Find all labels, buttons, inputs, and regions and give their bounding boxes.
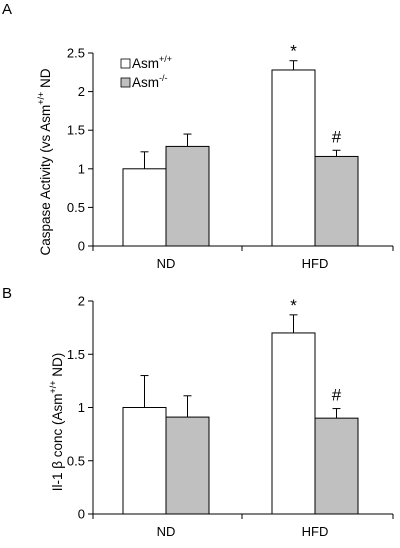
panel-a-x-tick-label: ND [157,256,176,271]
panel-b-significance-mark: * [290,296,297,315]
panel-a-y-axis-label: Caspase Activity (vs Asm+/+ ND [36,68,53,255]
legend-swatch-asm-wt [120,58,131,69]
legend-swatch-asm-ko [120,77,131,88]
panel-b-y-axis-label: Il-1 β conc (Asm+/+ ND) [48,353,65,492]
panel-a-significance-mark: * [290,42,297,61]
panel-a-bar [122,168,167,247]
panel-a-y-tick-label: 2 [78,84,85,99]
panel-b-bar [165,416,210,515]
panel-a-y-tick-label: 1 [78,161,85,176]
panel-b-x-tick-label: HFD [302,524,329,539]
panel-a-bar [314,155,359,247]
legend-label-asm-wt: Asm+/+ [132,54,172,71]
panel-a-y-tick-label: 0 [78,239,85,254]
panel-b-y-tick-label: 2 [78,294,85,309]
panel-b-y-tick-label: 1 [78,400,85,415]
panel-a-chart: A Caspase Activity (vs Asm+/+ ND Asm+/+ … [2,1,394,271]
panel-b-y-tick-label: 0.5 [67,453,85,468]
panel-b-bar [271,332,316,515]
panel-b-y-tick-label: 1.5 [67,347,85,362]
panel-a-y-tick-label: 2.5 [67,46,85,61]
panel-b-significance-mark: # [332,386,342,405]
panel-a-y-tick-label: 0.5 [67,200,85,215]
legend-label-asm-ko: Asm-/- [132,73,168,90]
panel-a-x-tick-label: HFD [302,256,329,271]
panel-a-significance-mark: # [332,127,342,146]
panel-a-label: A [2,1,12,18]
panel-b-chart: B Il-1 β conc (Asm+/+ ND) 0 0.5 1 1.5 2 ND HFD… [2,285,394,539]
panel-b-label: B [2,285,12,302]
panel-b-bar [122,407,167,515]
panel-a-y-tick-label: 1.5 [67,123,85,138]
panel-a-bar [165,145,210,247]
panel-a-legend: Asm+/+ Asm-/- [120,54,172,90]
panel-a-bar [271,69,316,247]
panel-b-y-tick-label: 0 [78,507,85,522]
panel-b-bar [314,417,359,515]
panel-b-x-tick-label: ND [157,524,176,539]
